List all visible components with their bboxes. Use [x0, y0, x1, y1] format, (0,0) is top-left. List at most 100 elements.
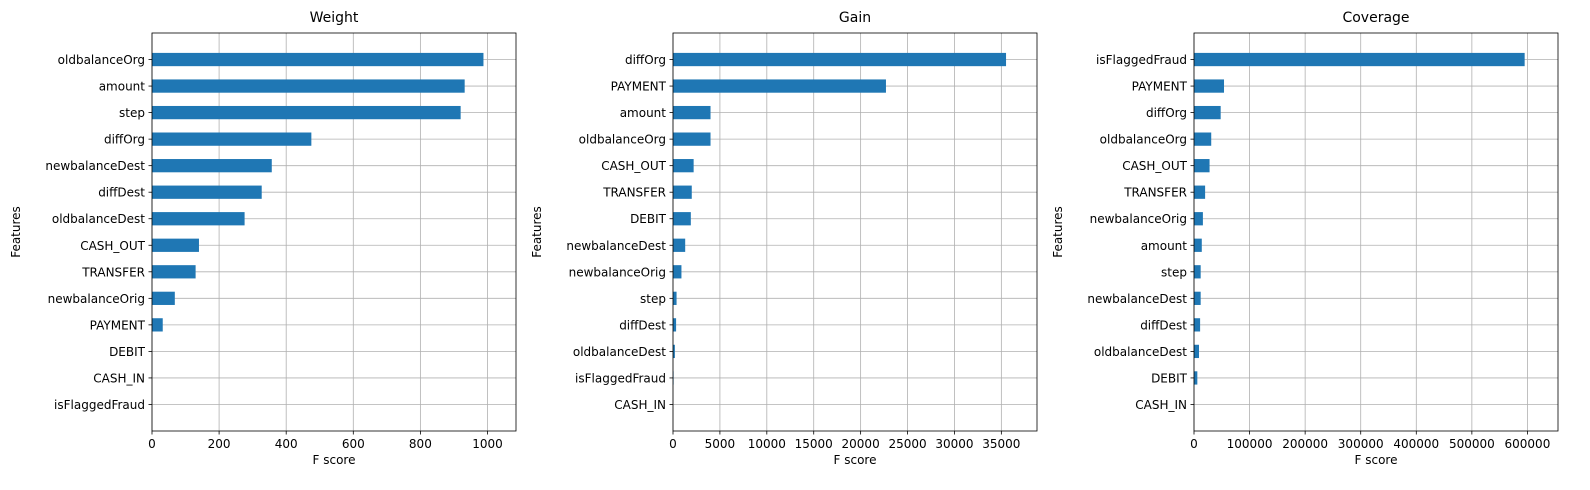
bar	[673, 52, 1007, 67]
category-label: diffDest	[98, 186, 145, 200]
category-label: oldbalanceOrg	[579, 133, 666, 147]
category-label: CASH_OUT	[1122, 159, 1187, 173]
category-label: isFlaggedFraud	[54, 398, 145, 412]
bar	[673, 132, 711, 146]
category-label: step	[1161, 265, 1187, 279]
bar	[152, 238, 199, 252]
bar	[152, 79, 465, 93]
x-axis-label: F score	[1355, 453, 1398, 467]
bar	[152, 265, 196, 279]
category-label: diffOrg	[625, 53, 666, 67]
category-label: PAYMENT	[611, 80, 667, 94]
bar	[673, 318, 677, 332]
bar	[673, 105, 711, 120]
x-tick-label: 400	[275, 437, 298, 451]
bar	[1194, 371, 1198, 385]
bar	[673, 344, 675, 359]
bar	[673, 265, 682, 279]
bar	[152, 185, 262, 199]
bar	[673, 291, 677, 305]
bar	[152, 159, 272, 173]
x-tick-label: 500000	[1449, 437, 1495, 451]
category-label: oldbalanceDest	[1094, 345, 1187, 359]
x-tick-label: 400000	[1393, 437, 1439, 451]
category-label: amount	[99, 80, 146, 94]
category-label: TRANSFER	[1123, 186, 1187, 200]
chart-title: Gain	[839, 10, 871, 26]
x-tick-label: 0	[669, 437, 677, 451]
category-label: isFlaggedFraud	[1096, 53, 1187, 67]
x-axis-label: F score	[834, 453, 877, 467]
x-tick-label: 100000	[1227, 437, 1273, 451]
x-tick-label: 30000	[935, 437, 973, 451]
category-label: CASH_OUT	[601, 159, 666, 173]
x-axis-label: F score	[313, 453, 356, 467]
chart-panel-coverage: 0 100000 200000 300000 400000 500000 600000 isF…	[1051, 10, 1559, 467]
bar	[152, 318, 163, 332]
x-tick-label: 800	[409, 437, 432, 451]
bar	[1194, 185, 1206, 199]
category-label: diffOrg	[104, 133, 145, 147]
bar	[152, 52, 484, 67]
bar	[673, 212, 691, 226]
bar	[1194, 265, 1201, 279]
bar	[673, 79, 886, 93]
y-axis-label: Features	[1051, 206, 1065, 258]
category-label: amount	[1141, 239, 1188, 253]
category-label: amount	[620, 106, 667, 120]
x-tick-label: 200000	[1282, 437, 1328, 451]
category-label: oldbalanceOrg	[1100, 133, 1187, 147]
category-label: CASH_IN	[93, 371, 145, 385]
x-tick-label: 20000	[842, 437, 880, 451]
category-label: DEBIT	[109, 345, 146, 359]
x-tick-label: 1000	[472, 437, 503, 451]
category-label: oldbalanceDest	[573, 345, 666, 359]
y-axis-label: Features	[9, 206, 23, 258]
chart-title: Coverage	[1342, 10, 1409, 26]
category-label: PAYMENT	[1132, 80, 1188, 94]
y-axis-label: Features	[530, 206, 544, 258]
bar	[1194, 344, 1200, 359]
category-label: diffOrg	[1146, 106, 1187, 120]
x-tick-label: 0	[1190, 437, 1198, 451]
bar	[152, 291, 175, 305]
category-label: isFlaggedFraud	[575, 371, 666, 385]
x-tick-label: 35000	[982, 437, 1020, 451]
bar	[1194, 105, 1221, 120]
bar	[152, 132, 312, 146]
category-label: newbalanceOrig	[1090, 212, 1187, 226]
x-tick-label: 5000	[705, 437, 736, 451]
bar	[1194, 291, 1201, 305]
bar	[152, 212, 245, 226]
x-tick-label: 15000	[795, 437, 833, 451]
bar	[1194, 79, 1225, 93]
category-label: CASH_OUT	[80, 239, 145, 253]
axes-frame	[151, 32, 517, 432]
x-tick-label: 200	[208, 437, 231, 451]
x-tick-label: 600	[342, 437, 365, 451]
bar	[1194, 132, 1212, 146]
axes-frame	[672, 32, 1038, 432]
category-label: CASH_IN	[614, 398, 666, 412]
chart-panel-weight: 0 200 400 600 800 1000 oldbalanceOrg amount step…	[9, 10, 517, 467]
category-label: newbalanceOrig	[48, 292, 145, 306]
category-label: DEBIT	[1151, 371, 1188, 385]
x-tick-label: 10000	[748, 437, 786, 451]
axes-frame	[1193, 32, 1559, 432]
bar	[673, 185, 692, 199]
bar	[1194, 212, 1203, 226]
category-label: newbalanceDest	[45, 159, 145, 173]
category-label: oldbalanceOrg	[58, 53, 145, 67]
x-tick-label: 300000	[1338, 437, 1384, 451]
category-label: TRANSFER	[602, 186, 666, 200]
bar	[1194, 238, 1202, 252]
category-label: diffDest	[1140, 318, 1187, 332]
category-label: PAYMENT	[90, 318, 146, 332]
x-tick-label: 25000	[888, 437, 926, 451]
category-label: CASH_IN	[1135, 398, 1187, 412]
category-label: newbalanceDest	[1087, 292, 1187, 306]
x-tick-label: 600000	[1505, 437, 1551, 451]
category-label: newbalanceOrig	[569, 265, 666, 279]
chart-panel-gain: 0 5000 10000 15000 20000 25000 30000 35000 diffO…	[530, 10, 1038, 467]
